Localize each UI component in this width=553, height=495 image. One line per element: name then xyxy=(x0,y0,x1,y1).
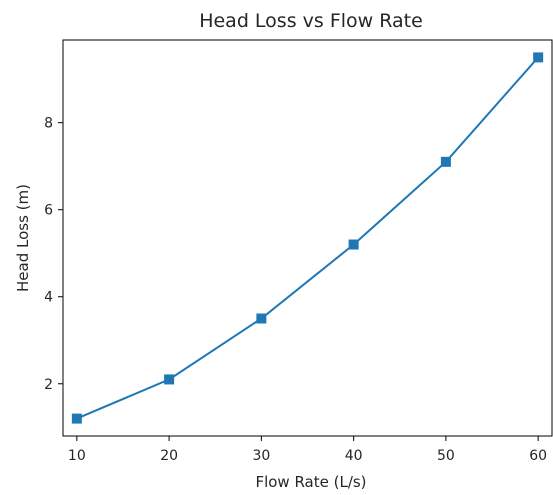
data-point-marker xyxy=(440,156,451,167)
x-tick-label: 60 xyxy=(529,448,547,464)
y-axis: 2 4 6 8 xyxy=(44,116,63,393)
x-tick-label: 50 xyxy=(437,448,455,464)
x-axis: 10 20 30 40 50 60 xyxy=(68,436,547,464)
x-tick-label: 30 xyxy=(252,448,270,464)
series-line xyxy=(76,56,539,420)
y-tick-label: 4 xyxy=(44,290,53,306)
x-tick-label: 20 xyxy=(160,448,178,464)
x-tick-label: 40 xyxy=(345,448,363,464)
data-point-marker xyxy=(71,413,82,424)
x-axis-label: Flow Rate (L/s) xyxy=(255,473,366,491)
y-tick-label: 8 xyxy=(44,116,53,132)
y-tick-label: 2 xyxy=(44,377,53,393)
plot-frame xyxy=(62,39,553,437)
x-tick-label: 10 xyxy=(68,448,86,464)
plot-area xyxy=(62,39,553,437)
data-point-marker xyxy=(256,313,267,324)
data-point-marker xyxy=(348,239,359,250)
y-axis-label: Head Loss (m) xyxy=(14,184,32,292)
data-point-marker xyxy=(164,374,175,385)
chart-title: Head Loss vs Flow Rate xyxy=(199,10,423,32)
y-tick-label: 6 xyxy=(44,203,53,219)
data-point-marker xyxy=(533,52,544,63)
